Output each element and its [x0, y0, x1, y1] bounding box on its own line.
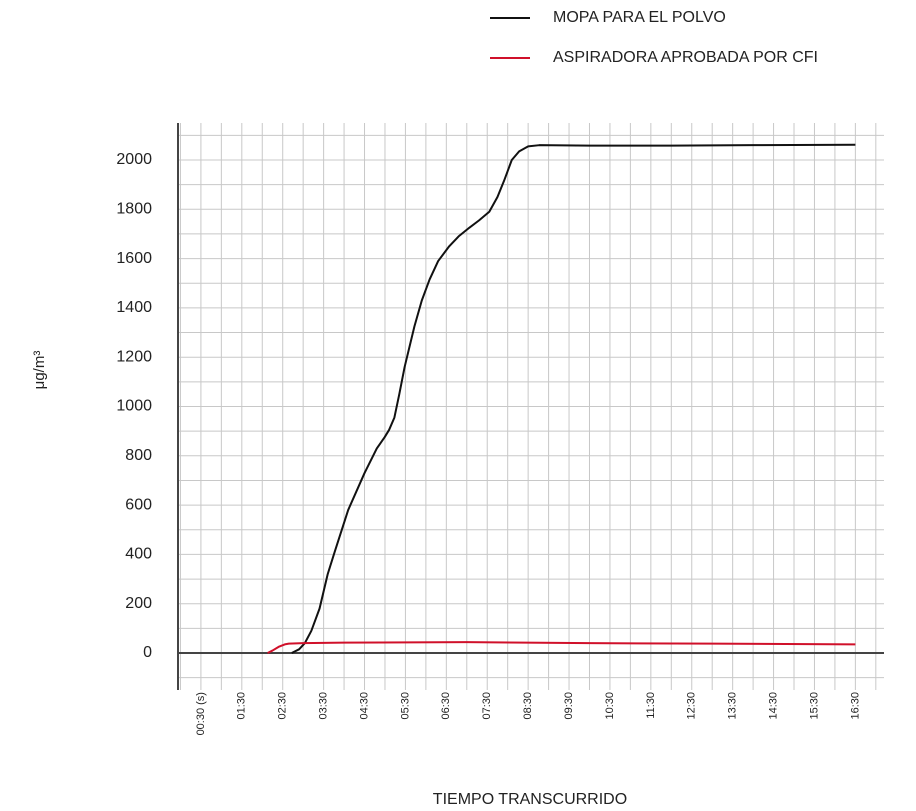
data-line: [267, 641, 856, 654]
x-tick-label: 12:30: [686, 692, 698, 720]
x-tick-label: 11:30: [645, 692, 657, 719]
data-line: [291, 143, 856, 654]
x-tick-label: 14:30: [767, 692, 779, 720]
x-tick-label: 00:30 (s): [195, 692, 207, 735]
y-tick-label: 600: [125, 496, 152, 513]
y-tick-label: 1200: [116, 348, 152, 365]
x-tick-label: 06:30: [440, 692, 452, 720]
x-tick-label: 09:30: [563, 692, 575, 720]
x-tick-label: 16:30: [849, 692, 861, 720]
y-axis-label: μg/m³: [31, 351, 48, 390]
x-tick-label: 08:30: [522, 692, 534, 720]
y-tick-label: 1800: [116, 201, 152, 218]
y-tick-label: 1000: [116, 398, 152, 415]
x-tick-label: 02:30: [277, 692, 289, 720]
x-tick-label: 04:30: [358, 692, 370, 720]
legend-label: ASPIRADORA APROBADA POR CFI: [553, 49, 818, 66]
y-tick-label: 2000: [116, 151, 152, 168]
x-tick-label: 03:30: [318, 692, 330, 720]
y-tick-label: 0: [143, 644, 152, 661]
x-tick-label: 13:30: [727, 692, 739, 720]
y-tick-label: 200: [125, 595, 152, 612]
x-tick-label: 01:30: [236, 692, 248, 720]
y-tick-label: 1600: [116, 250, 152, 267]
x-tick-label: 10:30: [604, 692, 616, 720]
x-tick-label: 15:30: [808, 692, 820, 720]
x-axis-label: TIEMPO TRANSCURRIDO: [433, 791, 627, 808]
legend-label: MOPA PARA EL POLVO: [553, 9, 726, 26]
y-tick-label: 800: [125, 447, 152, 464]
x-tick-label: 07:30: [481, 692, 493, 720]
y-tick-label: 400: [125, 546, 152, 563]
x-tick-label: 05:30: [399, 692, 411, 720]
y-tick-label: 1400: [116, 299, 152, 316]
